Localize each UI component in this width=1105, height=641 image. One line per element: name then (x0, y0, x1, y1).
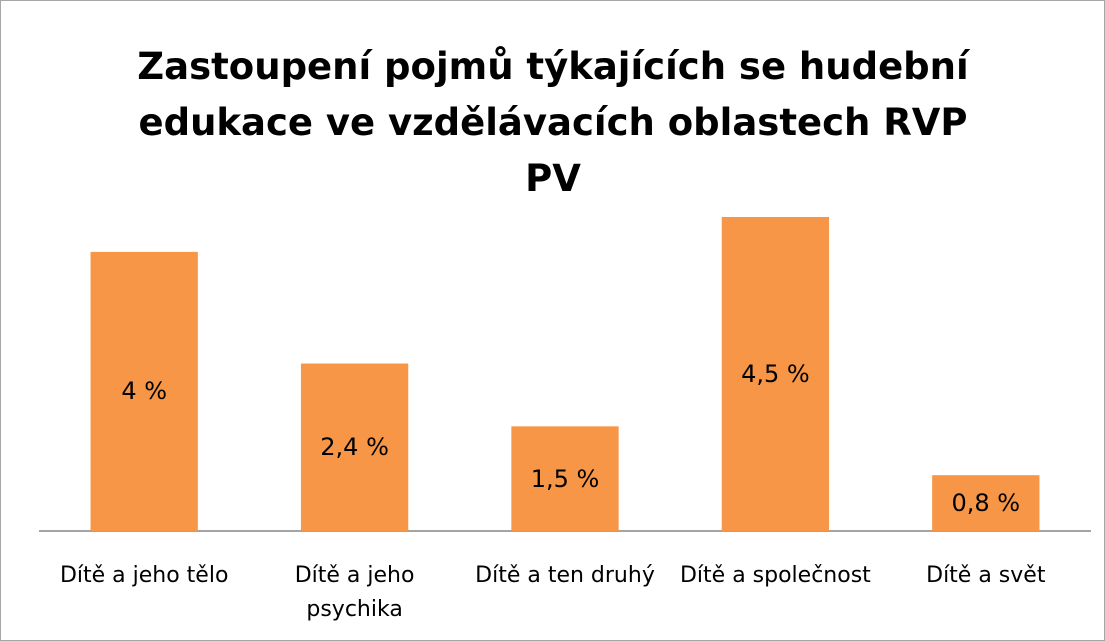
bar (932, 475, 1040, 531)
x-tick-label: Dítě a jeho psychika (294, 563, 415, 622)
x-tick-label: Dítě a společnost (679, 563, 871, 588)
bar (721, 217, 830, 531)
x-tick-label: Dítě a ten druhý (475, 563, 655, 588)
data-label: 4,5 % (741, 360, 810, 388)
data-label: 4 % (121, 377, 168, 406)
data-label: 2,4 % (320, 433, 389, 462)
bar (300, 363, 409, 531)
chart-title: Zastoupení pojmů týkajících se hudební e… (137, 45, 969, 200)
data-label: 0,8 % (951, 489, 1021, 518)
bar (90, 251, 198, 531)
x-tick-label: Dítě a jeho tělo (59, 563, 229, 588)
data-label: 1,5 % (530, 464, 600, 493)
x-tick-label: Dítě a svět (926, 563, 1046, 588)
bar (511, 426, 619, 531)
